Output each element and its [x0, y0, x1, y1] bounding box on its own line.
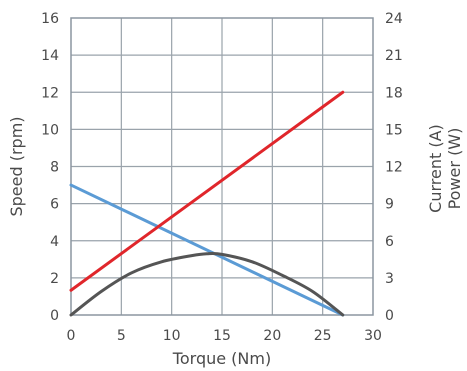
y-left-tick-label-6: 12: [41, 85, 59, 101]
y-right-tick-label-8: 24: [385, 11, 403, 27]
y-left-tick-label-7: 14: [41, 48, 59, 64]
y-left-tick-label-8: 16: [41, 11, 59, 27]
y-right-tick-label-3: 9: [385, 197, 394, 213]
series: [69, 90, 345, 317]
x-tick-label-1: 5: [117, 328, 126, 344]
y-left-tick-label-2: 4: [50, 234, 59, 250]
y-left-tick-label-3: 6: [50, 197, 59, 213]
y-right-tick-label-5: 15: [385, 122, 403, 138]
y-right-tick-label-0: 0: [385, 308, 394, 324]
y-right-axis-title-power: Power (W): [445, 128, 464, 210]
y-right-tick-label-2: 6: [385, 234, 394, 250]
y-left-tick-label-0: 0: [50, 308, 59, 324]
series-line-2: [69, 251, 345, 317]
y-left-tick-label-4: 8: [50, 160, 59, 176]
plot-border: [70, 17, 374, 316]
y-left-axis-title: Speed (rpm): [7, 116, 26, 216]
y-left-axis-ticks: 0 2 4 6 8 10 12 14 16: [41, 11, 59, 324]
x-axis-ticks: 0 5 10 15 20 25 30: [67, 328, 382, 344]
y-right-tick-label-6: 18: [385, 85, 403, 101]
y-right-tick-label-1: 3: [385, 271, 394, 287]
y-right-tick-label-4: 12: [385, 160, 403, 176]
x-tick-label-5: 25: [314, 328, 332, 344]
x-tick-label-3: 15: [213, 328, 231, 344]
y-right-axis-ticks: 0 3 6 9 12 15 18 21 24: [385, 11, 403, 324]
x-axis-title: Torque (Nm): [172, 349, 271, 368]
grid: [71, 18, 373, 315]
series-line-0: [69, 183, 345, 317]
y-right-axis-title-current: Current (A): [426, 124, 445, 213]
y-left-tick-label-1: 2: [50, 271, 59, 287]
x-tick-label-2: 10: [163, 328, 181, 344]
y-right-tick-label-7: 21: [385, 48, 403, 64]
y-left-tick-label-5: 10: [41, 122, 59, 138]
x-tick-label-6: 30: [364, 328, 382, 344]
x-tick-label-0: 0: [67, 328, 76, 344]
series-line-1: [69, 90, 345, 292]
x-tick-label-4: 20: [263, 328, 281, 344]
